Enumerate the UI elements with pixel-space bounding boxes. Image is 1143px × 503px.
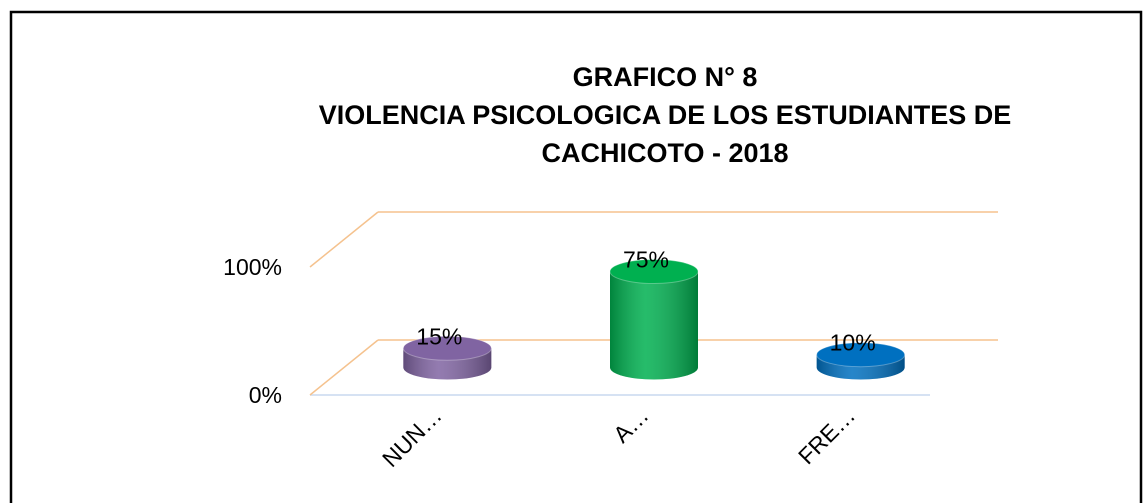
grid-line <box>309 211 379 268</box>
data-label: 15% <box>416 323 462 349</box>
bar <box>609 259 699 380</box>
frame <box>9 10 1143 503</box>
chart-title: VIOLENCIA PSICOLOGICA DE LOS ESTUDIANTES… <box>319 100 1012 130</box>
chart-title: GRAFICO N° 8 <box>573 62 758 92</box>
bar-top <box>402 335 492 361</box>
data-label: 10% <box>830 330 876 356</box>
grid-line <box>309 339 379 396</box>
bar-shade <box>610 271 698 380</box>
x-tick-label: A… <box>608 402 653 447</box>
bar <box>816 342 906 380</box>
y-tick-label: 100% <box>223 254 282 280</box>
data-label: 75% <box>623 247 669 273</box>
x-tick-label: FRE… <box>793 402 860 469</box>
bar-top <box>609 259 699 284</box>
bar <box>402 335 492 380</box>
bar-top <box>816 342 906 368</box>
x-tick-label: NUN… <box>377 402 447 472</box>
chart-title: CACHICOTO - 2018 <box>541 138 788 168</box>
y-tick-label: 0% <box>249 382 282 408</box>
